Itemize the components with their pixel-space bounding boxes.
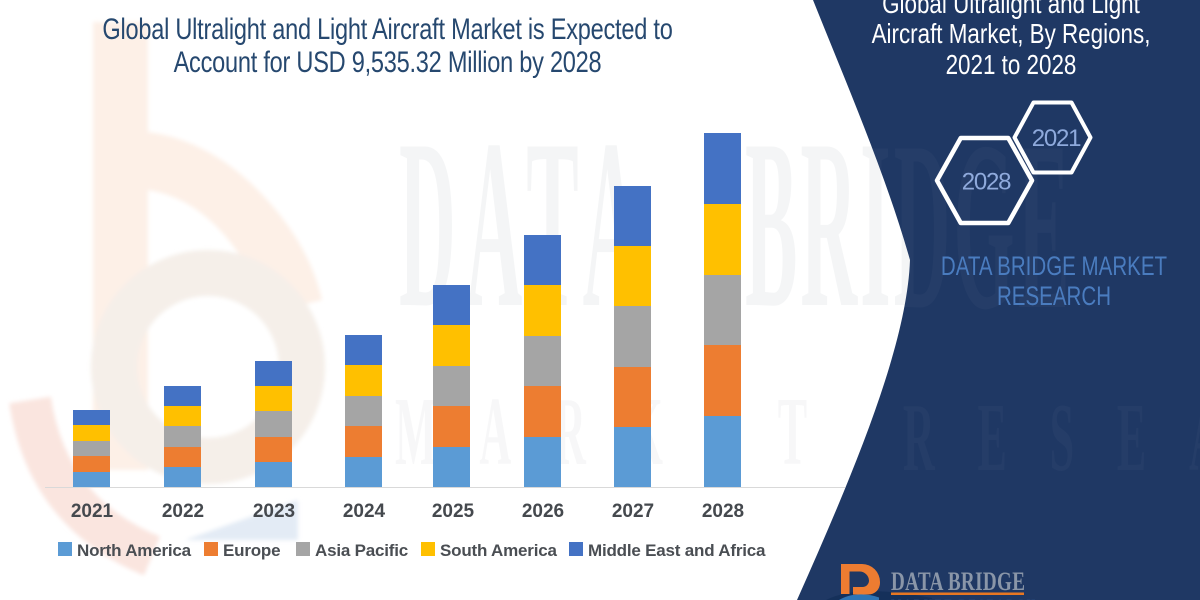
svg-text:2021: 2021 — [1032, 125, 1081, 152]
svg-text:2028: 2028 — [962, 169, 1011, 196]
svg-text:BRIDGE: BRIDGE — [745, 92, 1073, 360]
svg-text:MARKET RESEARCH: MARKET RESEARCH — [891, 595, 1037, 600]
svg-text:MARKET RESEARCH: MARKET RESEARCH — [395, 384, 1200, 492]
svg-text:DATA BRIDGE: DATA BRIDGE — [891, 567, 1025, 595]
